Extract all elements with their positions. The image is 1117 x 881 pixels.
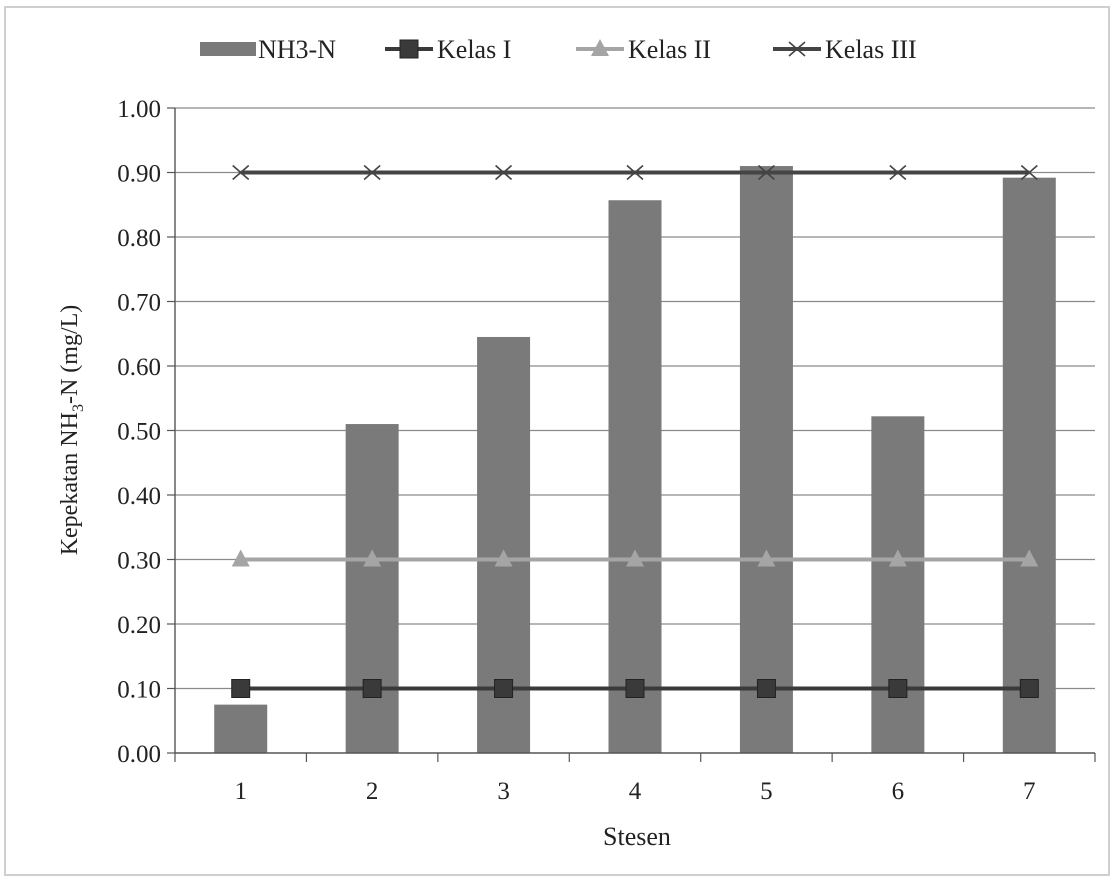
legend-label: Kelas I [437, 35, 511, 64]
point-kelas-iii [757, 164, 775, 181]
x-tick-label: 3 [497, 778, 510, 805]
legend-label: Kelas III [825, 35, 917, 64]
legend: NH3-N Kelas I Kelas II Kelas III [200, 35, 917, 64]
point-kelas-ii [363, 549, 382, 567]
point-kelas-iii [626, 164, 644, 181]
x-axis-title: Stesen [603, 822, 671, 851]
bar-nh3-n [214, 704, 268, 753]
point-kelas-ii [626, 549, 644, 567]
x-tick-label: 1 [234, 778, 247, 805]
x-tick-label: 5 [760, 778, 773, 805]
marker-x-stroke [363, 164, 381, 181]
point-kelas-ii [888, 549, 907, 567]
point-kelas-ii [757, 549, 776, 567]
chart-frame [4, 6, 1110, 876]
marker-x-stroke [626, 164, 644, 181]
marker-x-stroke [232, 164, 250, 181]
y-tick-label: 0.30 [117, 548, 161, 575]
point-kelas-i [231, 679, 251, 698]
bar-nh3-n [1002, 177, 1056, 753]
y-tick-label: 0.20 [117, 612, 161, 639]
y-tick-label: 1.00 [117, 96, 161, 123]
legend-marker [788, 41, 806, 57]
y-axis-title-subscript: 3 [70, 404, 87, 412]
y-tick-label: 0.80 [117, 225, 161, 252]
x-tick-label: 7 [1023, 778, 1036, 805]
legend-item-nh3-n: NH3-N [200, 35, 336, 64]
bar-nh3-n [739, 166, 793, 754]
point-kelas-iii [232, 164, 250, 181]
legend-marker [399, 39, 419, 59]
y-axis-title: Kepekatan NH3-N (mg/L) [57, 305, 87, 556]
y-tick-label: 0.00 [117, 741, 161, 768]
x-tick-label: 2 [366, 778, 379, 805]
point-kelas-iii [1020, 164, 1038, 181]
x-tick-label: 6 [892, 778, 905, 805]
y-tick-label: 0.10 [117, 677, 161, 704]
point-kelas-i [494, 679, 514, 698]
marker-x-stroke [757, 164, 775, 181]
y-tick-label: 0.60 [117, 354, 161, 381]
y-tick-label: 0.50 [117, 419, 161, 446]
marker-x-stroke [889, 164, 907, 181]
marker-x-stroke [788, 41, 806, 57]
point-kelas-i [362, 679, 382, 698]
point-kelas-ii [1020, 549, 1039, 567]
marker-x-stroke [495, 164, 513, 181]
x-tick-label: 4 [629, 778, 642, 805]
point-kelas-iii [363, 164, 381, 181]
legend-label: Kelas II [628, 35, 711, 64]
point-kelas-i [625, 679, 645, 698]
bar-nh3-n [608, 200, 662, 754]
bar-nh3-n [345, 424, 399, 753]
point-kelas-i [888, 679, 908, 698]
legend-label: NH3-N [258, 35, 336, 64]
point-kelas-ii [231, 549, 250, 567]
point-kelas-i [1019, 679, 1039, 698]
legend-marker [591, 39, 609, 56]
lines-group [231, 164, 1039, 698]
legend-item-kelas-i: Kelas I [385, 35, 511, 64]
bar-nh3-n [871, 416, 925, 753]
axes: 0.00 0.10 0.20 0.30 0.40 0.50 0.60 0.70 0.80 0.90… [117, 96, 1096, 805]
point-kelas-i [756, 679, 776, 698]
legend-item-kelas-iii: Kelas III [773, 35, 917, 64]
legend-swatch [200, 42, 256, 56]
point-kelas-iii [889, 164, 907, 181]
y-axis-title-unit: -N (mg/L) [57, 305, 83, 404]
y-tick-label: 0.90 [117, 161, 161, 188]
legend-item-kelas-ii: Kelas II [576, 35, 711, 64]
point-kelas-iii [495, 164, 513, 181]
y-axis-title-main: Kepekatan NH [57, 412, 83, 555]
bars-group [214, 166, 1056, 754]
point-kelas-ii [494, 549, 513, 567]
y-tick-label: 0.40 [117, 483, 161, 510]
y-tick-label: 0.70 [117, 290, 161, 317]
marker-x-stroke [1020, 164, 1038, 181]
